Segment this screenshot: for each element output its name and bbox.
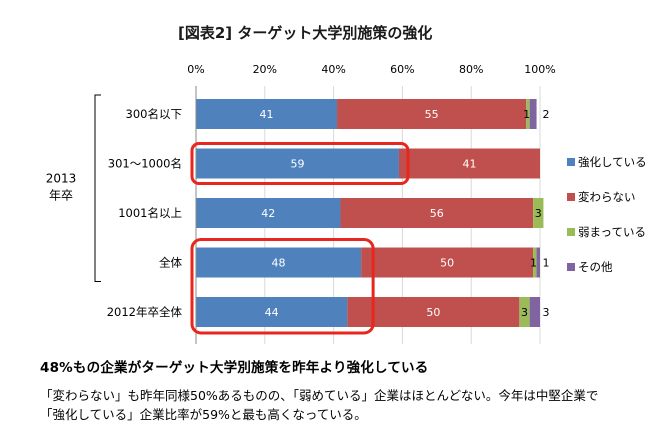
description-line-2: 「強化している」企業比率が59%と最も高くなっている。 xyxy=(40,407,367,422)
bar-data-label: 2 xyxy=(543,108,550,121)
bar-segment xyxy=(526,99,530,129)
x-tick-label: 80% xyxy=(459,63,483,76)
headline: 48%もの企業がターゲット大学別施策を昨年より強化している xyxy=(40,360,429,376)
bar-segment xyxy=(398,148,540,179)
bar-segment xyxy=(361,247,534,278)
bar-data-label: 56 xyxy=(430,207,444,220)
legend-label: その他 xyxy=(578,260,613,274)
category-label: 1001名以上 xyxy=(118,206,182,220)
x-tick-label: 0% xyxy=(187,63,204,76)
bar-segment xyxy=(529,99,537,129)
bar-segment xyxy=(337,99,527,129)
legend-swatch xyxy=(567,263,575,271)
bar-data-label: 1 xyxy=(543,257,550,270)
legend-label: 強化している xyxy=(578,155,647,169)
bar-data-label: 59 xyxy=(290,158,304,171)
bar-data-label: 1 xyxy=(523,108,530,121)
bar-data-label: 41 xyxy=(260,108,274,121)
bar-data-label: 55 xyxy=(425,108,439,121)
bar-segment xyxy=(196,148,399,179)
bar-segment xyxy=(196,99,338,129)
bar-data-label: 41 xyxy=(462,158,476,171)
bar-segment xyxy=(347,297,520,327)
bar-data-label: 3 xyxy=(521,306,528,319)
group-bracket xyxy=(94,94,101,282)
bar-data-label: 50 xyxy=(440,257,454,270)
highlight-box-overall xyxy=(190,238,375,335)
bar-data-label: 3 xyxy=(535,207,542,220)
bar-data-label: 1 xyxy=(530,257,537,270)
legend-label: 変わらない xyxy=(578,190,636,204)
legend-swatch xyxy=(567,158,575,166)
highlight-box-301-1000 xyxy=(190,142,410,185)
bar-segment xyxy=(340,198,534,228)
bar-segment xyxy=(196,198,341,228)
category-label: 300名以下 xyxy=(126,107,182,121)
legend-label: 弱まっている xyxy=(578,225,646,239)
bar-data-label: 3 xyxy=(543,306,550,319)
x-tick-label: 60% xyxy=(390,63,414,76)
bar-data-label: 42 xyxy=(261,207,275,220)
bar-segment xyxy=(519,297,530,327)
bar-segment xyxy=(196,297,348,327)
bar-data-label: 48 xyxy=(272,257,286,270)
category-label: 2012年卒全体 xyxy=(107,305,183,319)
group-label-line-2: 年卒 xyxy=(49,188,73,202)
bar-segment xyxy=(529,297,540,327)
x-tick-label: 100% xyxy=(524,63,555,76)
x-tick-label: 20% xyxy=(253,63,277,76)
x-tick-label: 40% xyxy=(321,63,345,76)
legend-swatch xyxy=(567,228,575,236)
description-line-1: 「変わらない」も昨年同様50%あるものの、「弱めている」企業はほとんどない。今年… xyxy=(40,388,599,403)
category-label: 301～1000名 xyxy=(108,157,182,171)
legend-swatch xyxy=(567,193,575,201)
bar-segment xyxy=(533,247,537,278)
bar-data-label: 50 xyxy=(426,306,440,319)
bar-segment xyxy=(536,247,540,278)
category-label: 全体 xyxy=(159,256,182,270)
bar-segment xyxy=(533,198,544,228)
bar-segment xyxy=(196,247,362,278)
bar-data-label: 44 xyxy=(265,306,279,319)
chart-title: [図表2] ターゲット大学別施策の強化 xyxy=(178,24,432,42)
group-label-line-1: 2013 xyxy=(46,171,77,185)
